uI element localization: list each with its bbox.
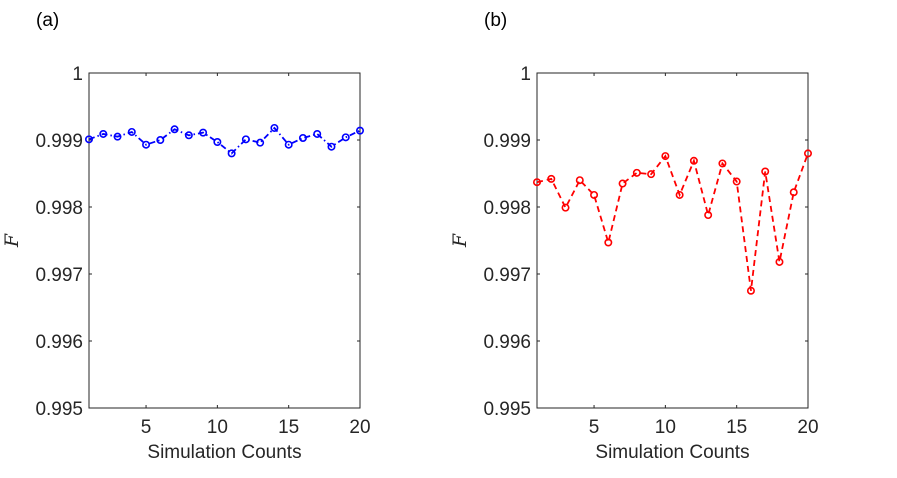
data-point <box>113 132 122 141</box>
data-point <box>142 140 151 149</box>
data-point <box>718 159 727 168</box>
data-point <box>313 129 322 138</box>
x-tick-label: 10 <box>207 417 228 438</box>
y-tick-label: 1 <box>72 64 83 85</box>
y-tick-label: 0.997 <box>35 265 83 286</box>
x-tick-label: 20 <box>349 417 370 438</box>
y-tick-label: 0.996 <box>35 332 83 353</box>
data-point <box>561 203 570 212</box>
data-point <box>156 136 165 145</box>
data-point <box>99 129 108 138</box>
data-point <box>532 178 541 187</box>
y-axis-title: F <box>1 233 23 248</box>
data-point <box>170 125 179 134</box>
data-point <box>590 190 599 199</box>
data-point <box>270 123 279 132</box>
data-point <box>775 257 784 266</box>
data-point <box>575 176 584 185</box>
data-point <box>618 179 627 188</box>
data-point <box>632 168 641 177</box>
y-tick-label: 0.995 <box>35 399 83 420</box>
data-point <box>227 149 236 158</box>
data-point <box>85 135 94 144</box>
data-point <box>355 126 364 135</box>
data-point <box>689 156 698 165</box>
x-axis-title: Simulation Counts <box>595 442 749 463</box>
data-point <box>298 133 307 142</box>
data-point <box>675 190 684 199</box>
data-point <box>732 177 741 186</box>
x-tick-label: 15 <box>726 417 747 438</box>
axes-box <box>536 72 809 409</box>
data-point <box>213 138 222 147</box>
x-tick-label: 10 <box>655 417 676 438</box>
axes-box <box>88 72 361 409</box>
data-point <box>746 286 755 295</box>
data-point <box>647 170 656 179</box>
data-point <box>284 140 293 149</box>
data-point <box>547 174 556 183</box>
y-axis-title: F <box>449 233 471 248</box>
data-point <box>661 152 670 161</box>
data-point <box>803 149 812 158</box>
series-line <box>88 126 361 155</box>
data-point <box>604 238 613 247</box>
x-axis-title: Simulation Counts <box>147 442 301 463</box>
y-tick-label: 0.998 <box>483 198 531 219</box>
y-tick-label: 0.999 <box>483 131 531 152</box>
x-tick-label: 5 <box>589 417 600 438</box>
panel-label: (b) <box>484 10 507 31</box>
data-point <box>327 142 336 151</box>
panel-label: (a) <box>36 10 59 31</box>
y-tick-label: 0.996 <box>483 332 531 353</box>
data-point <box>789 188 798 197</box>
y-tick-label: 0.995 <box>483 399 531 420</box>
data-point <box>256 138 265 147</box>
x-tick-label: 5 <box>141 417 152 438</box>
y-tick-label: 0.997 <box>483 265 531 286</box>
data-point <box>704 211 713 220</box>
x-tick-label: 15 <box>278 417 299 438</box>
data-point <box>127 127 136 136</box>
data-point <box>184 131 193 140</box>
data-point <box>199 128 208 137</box>
y-tick-label: 1 <box>520 64 531 85</box>
x-tick-label: 20 <box>797 417 818 438</box>
data-point <box>761 167 770 176</box>
y-tick-label: 0.999 <box>35 131 83 152</box>
data-point <box>241 135 250 144</box>
data-point <box>341 133 350 142</box>
y-tick-label: 0.998 <box>35 198 83 219</box>
